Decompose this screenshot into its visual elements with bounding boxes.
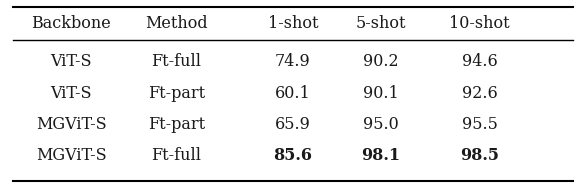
Text: Ft-full: Ft-full — [151, 53, 202, 70]
Text: 60.1: 60.1 — [275, 84, 311, 102]
Text: Ft-full: Ft-full — [151, 147, 202, 164]
Text: 95.5: 95.5 — [462, 116, 498, 133]
Text: MGViT-S: MGViT-S — [36, 116, 107, 133]
Text: Method: Method — [145, 15, 207, 32]
Text: MGViT-S: MGViT-S — [36, 147, 107, 164]
Text: Backbone: Backbone — [32, 15, 111, 32]
Text: 5-shot: 5-shot — [355, 15, 406, 32]
Text: 98.5: 98.5 — [460, 147, 499, 164]
Text: ViT-S: ViT-S — [50, 84, 92, 102]
Text: 65.9: 65.9 — [275, 116, 311, 133]
Text: 1-shot: 1-shot — [268, 15, 318, 32]
Text: 94.6: 94.6 — [462, 53, 498, 70]
Text: 90.2: 90.2 — [363, 53, 398, 70]
Text: Ft-part: Ft-part — [148, 84, 205, 102]
Text: 74.9: 74.9 — [275, 53, 311, 70]
Text: ViT-S: ViT-S — [50, 53, 92, 70]
Text: 85.6: 85.6 — [274, 147, 312, 164]
Text: 92.6: 92.6 — [462, 84, 498, 102]
Text: 95.0: 95.0 — [363, 116, 398, 133]
Text: Ft-part: Ft-part — [148, 116, 205, 133]
Text: 98.1: 98.1 — [361, 147, 400, 164]
Text: 10-shot: 10-shot — [449, 15, 510, 32]
Text: 90.1: 90.1 — [363, 84, 398, 102]
